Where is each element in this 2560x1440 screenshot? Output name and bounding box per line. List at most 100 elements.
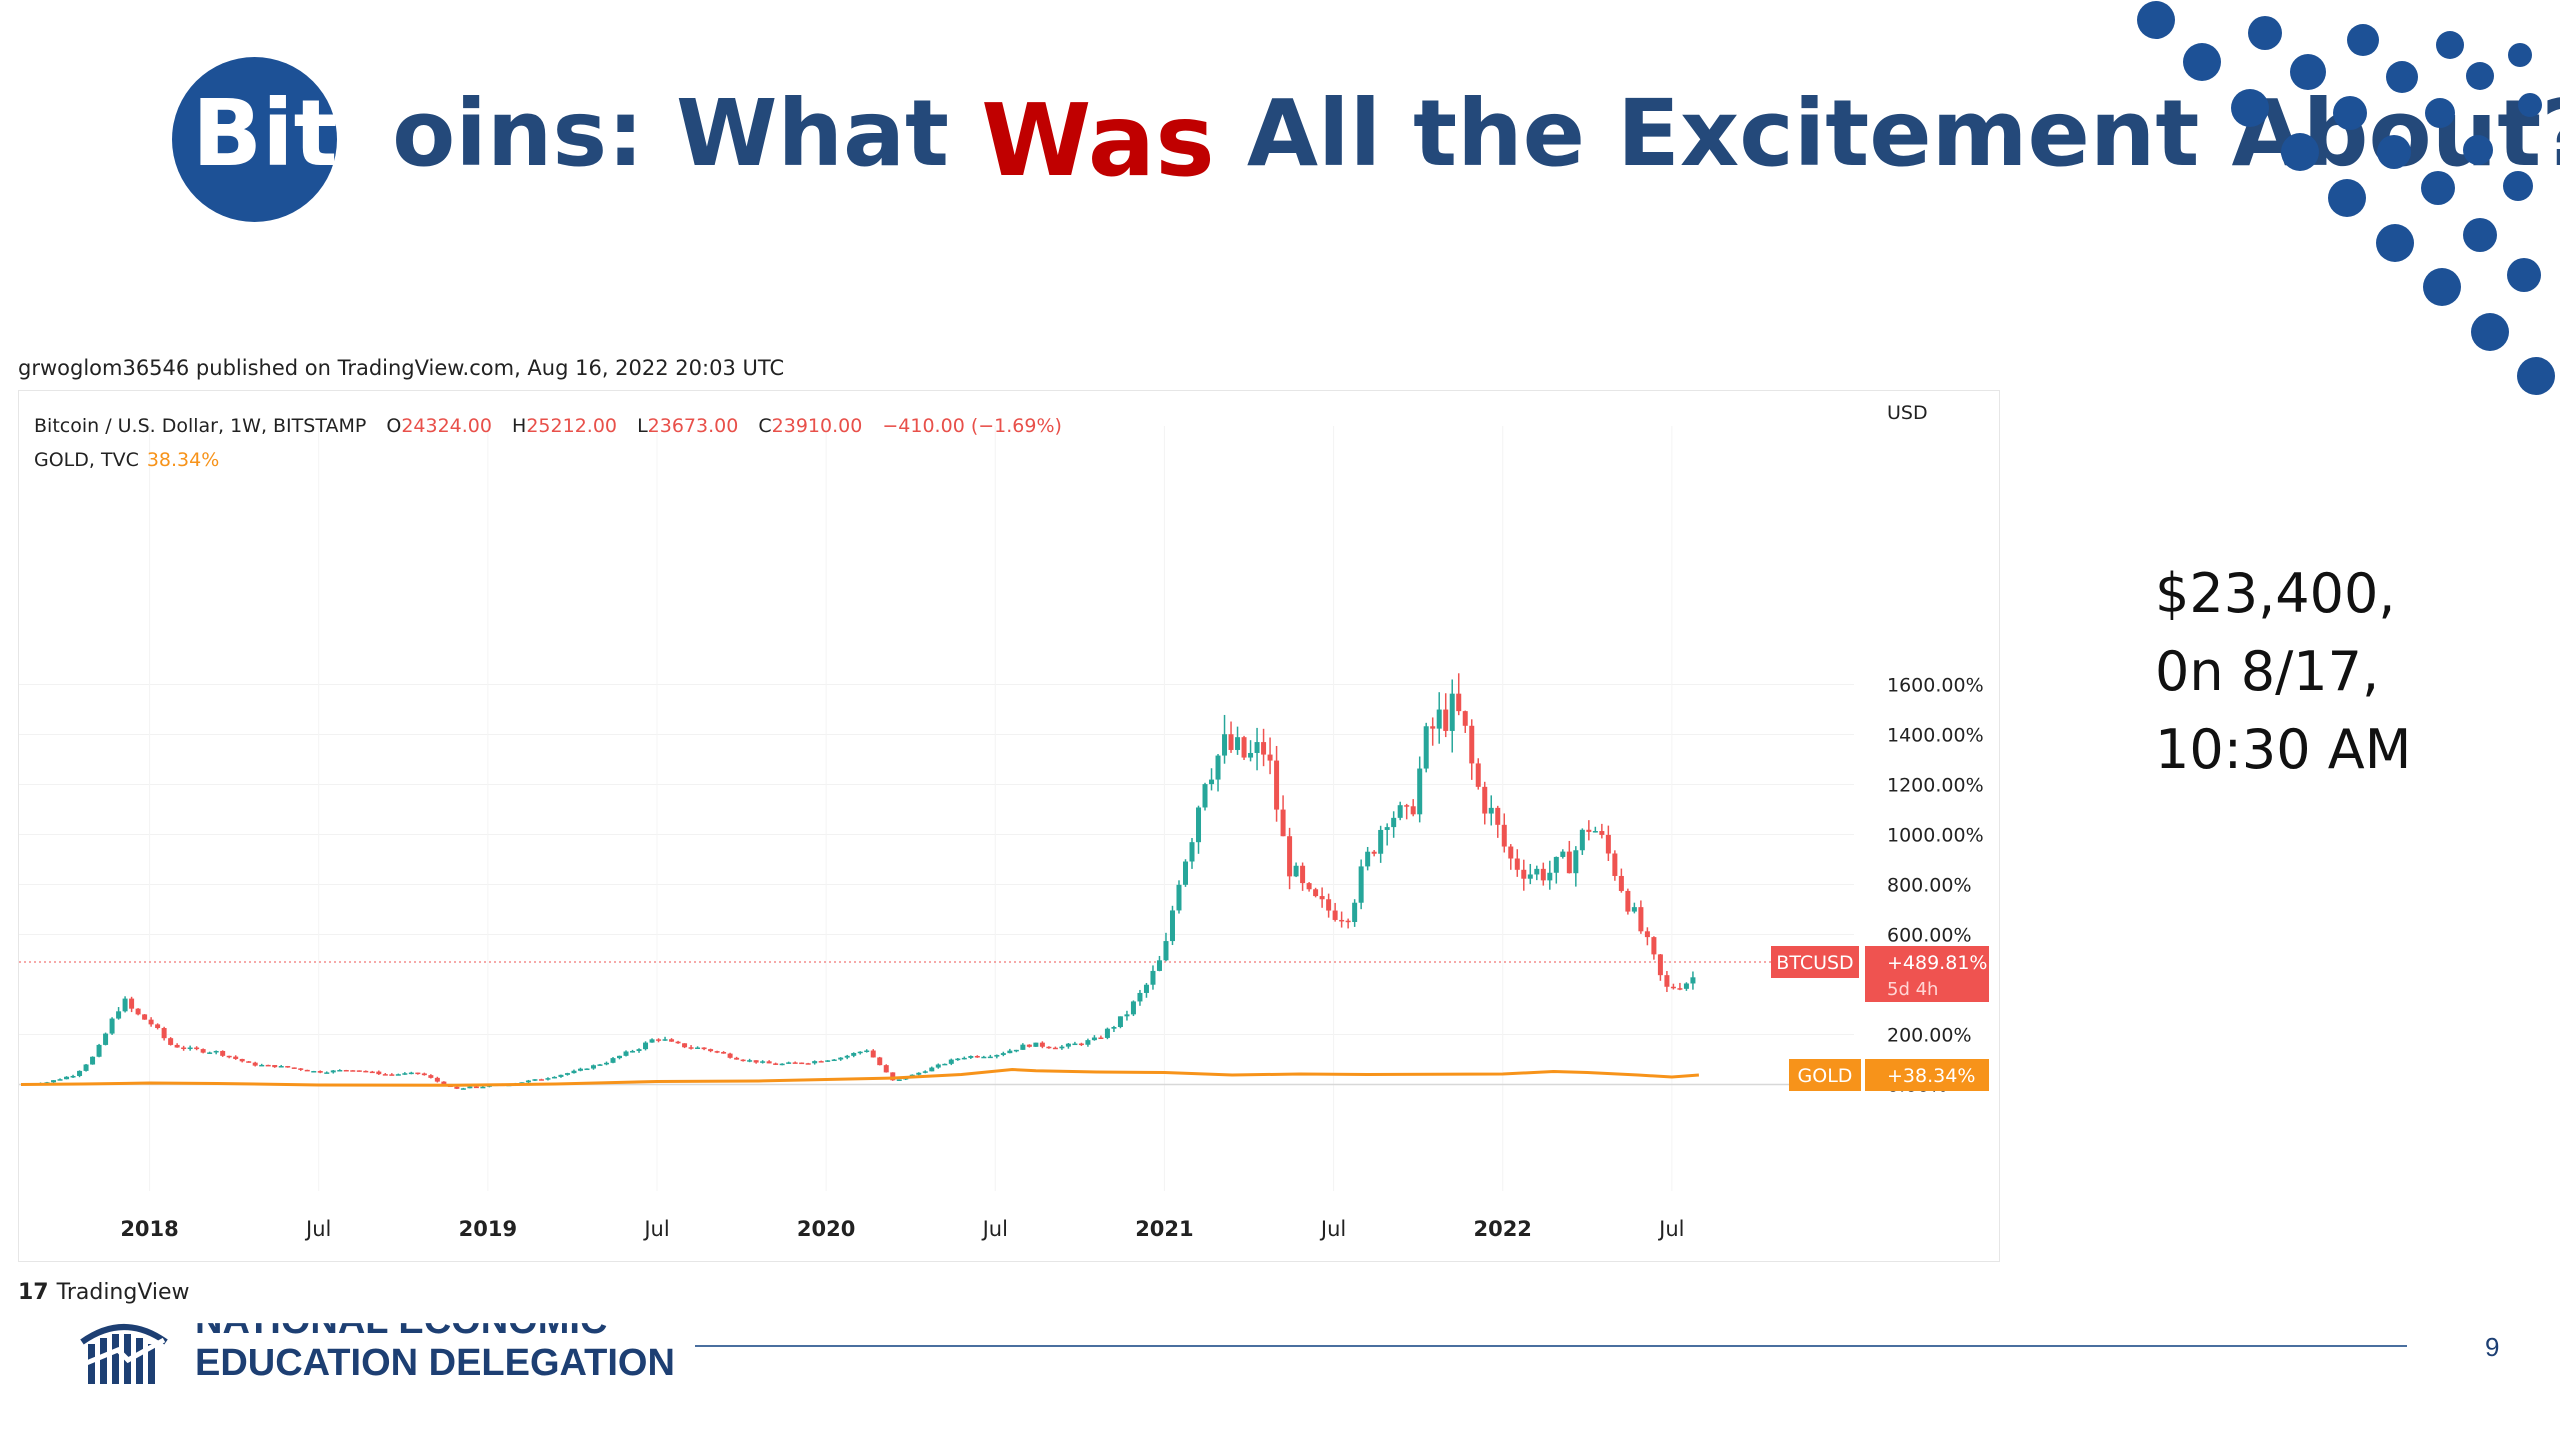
candle-body: [1534, 868, 1540, 875]
open-label: O: [386, 415, 402, 437]
title-part-3: All the Excitement About?: [1214, 80, 2560, 187]
y-tick-label: 1000.00%: [1887, 825, 1984, 847]
candle-body: [1124, 1014, 1130, 1017]
candle-body: [1410, 806, 1416, 815]
candle-body: [278, 1066, 284, 1068]
candle-body: [51, 1080, 57, 1083]
candle-body: [1430, 726, 1436, 729]
candle-body: [304, 1069, 310, 1072]
candle-body: [870, 1050, 876, 1058]
title-part-1: Bitc: [192, 80, 393, 187]
candle-body: [161, 1028, 167, 1039]
tradingview-logo[interactable]: 𝟭𝟳 TradingView: [18, 1280, 190, 1305]
x-tick-label: Jul: [1319, 1217, 1346, 1241]
candle-body: [434, 1077, 440, 1082]
candle-body: [1651, 937, 1657, 955]
candle-body: [1091, 1037, 1097, 1041]
low-value: 23673.00: [647, 415, 739, 437]
candle-body: [174, 1044, 180, 1048]
chart-canvas[interactable]: USD 0.00%200.00%600.00%800.00%1000.00%12…: [19, 391, 1999, 1261]
candle-body: [350, 1070, 356, 1072]
candle-body: [337, 1070, 343, 1072]
tradingview-logo-text: TradingView: [56, 1280, 190, 1305]
close-value: 23910.00: [771, 415, 863, 437]
candle-body: [1254, 742, 1260, 753]
organization-name-line-2: EDUCATION DELEGATION: [195, 1342, 675, 1384]
title-text: Bitcoins: What Was All the Excitement Ab…: [192, 74, 2560, 201]
candle-body: [1007, 1050, 1013, 1054]
candle-body: [708, 1049, 714, 1052]
candle-body: [597, 1064, 603, 1066]
candle-body: [831, 1059, 837, 1062]
candle-body: [649, 1039, 655, 1043]
candle-body: [1046, 1046, 1052, 1049]
gold-series-line: [20, 1067, 1700, 1087]
candle-body: [389, 1074, 395, 1076]
candle-body: [1319, 896, 1325, 900]
candle-body: [1371, 851, 1377, 854]
candle-body: [1449, 693, 1455, 731]
candle-body: [753, 1060, 759, 1063]
y-tick-label: 1200.00%: [1887, 775, 1984, 797]
candle-body: [675, 1041, 681, 1044]
candle-body: [1300, 865, 1306, 884]
candle-body: [408, 1072, 414, 1075]
x-tick-label: 2019: [459, 1217, 517, 1241]
organization-logo-icon: [80, 1324, 168, 1384]
candle-body: [1156, 960, 1162, 971]
candle-body: [1059, 1046, 1065, 1049]
candle-body: [226, 1055, 232, 1058]
candle-body: [1078, 1043, 1084, 1046]
candle-body: [1495, 807, 1501, 825]
candle-body: [298, 1068, 304, 1070]
gold-symbol-tag: [1789, 1059, 1861, 1091]
candle-body: [1267, 754, 1273, 761]
candle-body: [935, 1064, 941, 1068]
candle-body: [1443, 709, 1449, 731]
candle-body: [636, 1049, 642, 1052]
price-note-line-1: $23,400,: [2155, 562, 2396, 625]
candle-body: [200, 1049, 206, 1053]
candle-body: [343, 1070, 349, 1072]
candle-body: [922, 1071, 928, 1073]
price-annotation: $23,400, 0n 8/17, 10:30 AM: [2155, 555, 2411, 789]
candle-body: [187, 1047, 193, 1050]
candle-body: [844, 1055, 850, 1058]
candle-body: [1189, 842, 1195, 862]
candle-body: [1384, 827, 1390, 830]
candle-body: [1462, 711, 1468, 726]
tradingview-chart[interactable]: USD 0.00%200.00%600.00%800.00%1000.00%12…: [18, 390, 2000, 1262]
candle-body: [825, 1060, 831, 1062]
candle-body: [669, 1039, 675, 1042]
candle-body: [1599, 831, 1605, 835]
candle-body: [233, 1056, 239, 1059]
candle-body: [1235, 737, 1241, 750]
candle-body: [1514, 858, 1520, 870]
candle-body: [382, 1074, 388, 1076]
gold-symbol-text: GOLD: [1798, 1065, 1853, 1087]
x-tick-label: Jul: [981, 1217, 1008, 1241]
candle-body: [805, 1063, 811, 1065]
organization-name: NATIONAL ECONOMIC EDUCATION DELEGATION: [195, 1300, 675, 1384]
candle-body: [1436, 709, 1442, 729]
candle-body: [330, 1070, 336, 1073]
x-tick-label: Jul: [1657, 1217, 1684, 1241]
candle-body: [1521, 869, 1527, 879]
candle-body: [1274, 760, 1280, 810]
candle-body: [1163, 941, 1169, 961]
candle-body: [773, 1063, 779, 1065]
candle-body: [1169, 910, 1175, 942]
candle-body: [799, 1062, 805, 1065]
candle-body: [1013, 1049, 1019, 1052]
footer-divider: [695, 1345, 2407, 1347]
x-tick-label: 2021: [1135, 1217, 1193, 1241]
candle-body: [766, 1061, 772, 1064]
page-number: 9: [2485, 1332, 2500, 1362]
candle-body: [460, 1088, 466, 1090]
candle-body: [1098, 1037, 1104, 1040]
candle-body: [981, 1056, 987, 1059]
candle-body: [122, 998, 128, 1012]
y-tick-label: 1600.00%: [1887, 675, 1984, 697]
candle-body: [246, 1061, 252, 1063]
candle-body: [142, 1014, 148, 1020]
